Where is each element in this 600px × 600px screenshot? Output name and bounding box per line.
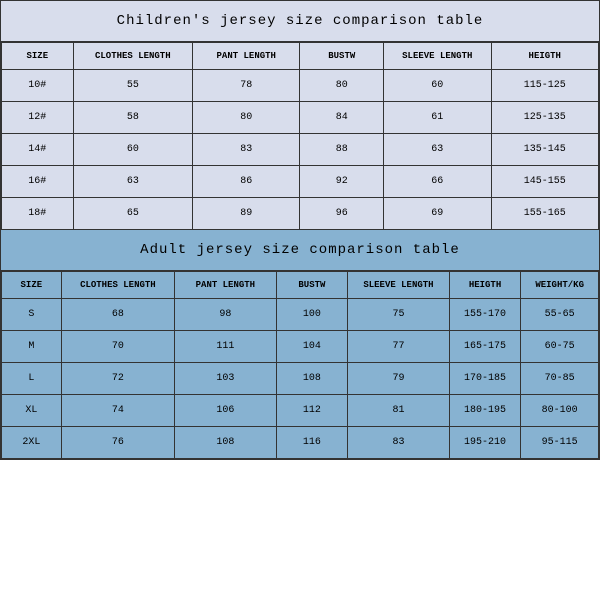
cell: 195-210 [449, 427, 521, 459]
cell: 83 [193, 134, 300, 166]
adult-tbody: S 68 98 100 75 155-170 55-65 M 70 111 10… [2, 299, 599, 459]
cell: 60-75 [521, 331, 599, 363]
cell: 165-175 [449, 331, 521, 363]
cell: 135-145 [491, 134, 599, 166]
cell: 16# [2, 166, 74, 198]
cell: 180-195 [449, 395, 521, 427]
cell: 77 [348, 331, 449, 363]
cell: 96 [300, 198, 384, 230]
cell: 125-135 [491, 102, 599, 134]
cell: 155-170 [449, 299, 521, 331]
col-size: SIZE [2, 272, 62, 299]
col-bustw: BUSTW [300, 43, 384, 70]
cell: M [2, 331, 62, 363]
cell: 63 [384, 134, 491, 166]
cell: 58 [73, 102, 192, 134]
adult-header-row: SIZE CLOTHES LENGTH PANT LENGTH BUSTW SL… [2, 272, 599, 299]
cell: 14# [2, 134, 74, 166]
cell: 60 [73, 134, 192, 166]
cell: 83 [348, 427, 449, 459]
table-row: 10# 55 78 80 60 115-125 [2, 70, 599, 102]
cell: 80 [300, 70, 384, 102]
col-pant-length: PANT LENGTH [175, 272, 276, 299]
table-row: 12# 58 80 84 61 125-135 [2, 102, 599, 134]
children-title: Children's jersey size comparison table [1, 1, 599, 42]
cell: 108 [175, 427, 276, 459]
cell: 2XL [2, 427, 62, 459]
col-clothes-length: CLOTHES LENGTH [73, 43, 192, 70]
cell: 95-115 [521, 427, 599, 459]
col-weight: WEIGHT/KG [521, 272, 599, 299]
cell: L [2, 363, 62, 395]
cell: 79 [348, 363, 449, 395]
cell: 116 [276, 427, 348, 459]
cell: 89 [193, 198, 300, 230]
cell: 88 [300, 134, 384, 166]
cell: 18# [2, 198, 74, 230]
cell: 81 [348, 395, 449, 427]
children-header-row: SIZE CLOTHES LENGTH PANT LENGTH BUSTW SL… [2, 43, 599, 70]
col-bustw: BUSTW [276, 272, 348, 299]
cell: 80-100 [521, 395, 599, 427]
adult-table: SIZE CLOTHES LENGTH PANT LENGTH BUSTW SL… [1, 271, 599, 459]
table-row: S 68 98 100 75 155-170 55-65 [2, 299, 599, 331]
cell: 60 [384, 70, 491, 102]
cell: 10# [2, 70, 74, 102]
cell: 115-125 [491, 70, 599, 102]
col-sleeve-length: SLEEVE LENGTH [384, 43, 491, 70]
table-row: 2XL 76 108 116 83 195-210 95-115 [2, 427, 599, 459]
cell: 84 [300, 102, 384, 134]
cell: 61 [384, 102, 491, 134]
cell: 70 [61, 331, 174, 363]
table-row: 14# 60 83 88 63 135-145 [2, 134, 599, 166]
adult-title: Adult jersey size comparison table [1, 230, 599, 271]
cell: 55-65 [521, 299, 599, 331]
cell: XL [2, 395, 62, 427]
children-table: SIZE CLOTHES LENGTH PANT LENGTH BUSTW SL… [1, 42, 599, 230]
cell: 76 [61, 427, 174, 459]
table-row: M 70 111 104 77 165-175 60-75 [2, 331, 599, 363]
cell: 63 [73, 166, 192, 198]
col-height: HEIGTH [491, 43, 599, 70]
col-sleeve-length: SLEEVE LENGTH [348, 272, 449, 299]
cell: 12# [2, 102, 74, 134]
cell: 69 [384, 198, 491, 230]
col-clothes-length: CLOTHES LENGTH [61, 272, 174, 299]
cell: 74 [61, 395, 174, 427]
cell: 86 [193, 166, 300, 198]
cell: 112 [276, 395, 348, 427]
cell: 155-165 [491, 198, 599, 230]
children-tbody: 10# 55 78 80 60 115-125 12# 58 80 84 61 … [2, 70, 599, 230]
cell: 65 [73, 198, 192, 230]
table-row: XL 74 106 112 81 180-195 80-100 [2, 395, 599, 427]
cell: 75 [348, 299, 449, 331]
col-height: HEIGTH [449, 272, 521, 299]
cell: 108 [276, 363, 348, 395]
cell: 66 [384, 166, 491, 198]
size-chart-container: Children's jersey size comparison table … [0, 0, 600, 460]
cell: 72 [61, 363, 174, 395]
cell: 68 [61, 299, 174, 331]
table-row: L 72 103 108 79 170-185 70-85 [2, 363, 599, 395]
cell: 98 [175, 299, 276, 331]
cell: 92 [300, 166, 384, 198]
cell: 70-85 [521, 363, 599, 395]
cell: S [2, 299, 62, 331]
col-pant-length: PANT LENGTH [193, 43, 300, 70]
cell: 55 [73, 70, 192, 102]
cell: 111 [175, 331, 276, 363]
cell: 106 [175, 395, 276, 427]
cell: 145-155 [491, 166, 599, 198]
cell: 170-185 [449, 363, 521, 395]
cell: 100 [276, 299, 348, 331]
cell: 103 [175, 363, 276, 395]
table-row: 18# 65 89 96 69 155-165 [2, 198, 599, 230]
cell: 78 [193, 70, 300, 102]
cell: 80 [193, 102, 300, 134]
table-row: 16# 63 86 92 66 145-155 [2, 166, 599, 198]
col-size: SIZE [2, 43, 74, 70]
cell: 104 [276, 331, 348, 363]
